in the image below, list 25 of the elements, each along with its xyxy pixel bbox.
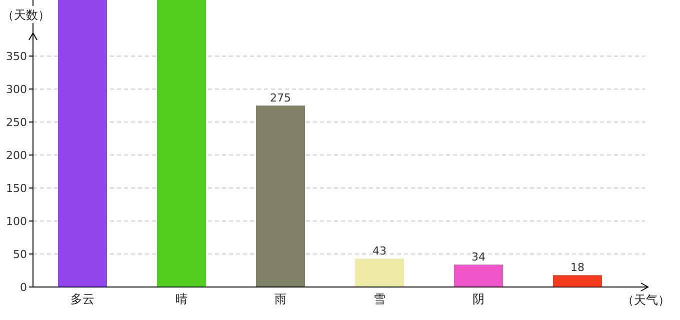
y-tick-label: 300: [6, 82, 27, 96]
x-tick-label: 雨: [274, 292, 286, 306]
bar: [256, 106, 305, 287]
y-tick-label: 100: [6, 214, 27, 228]
data-label: 18: [570, 261, 584, 274]
x-axis-title: （天气）: [622, 293, 670, 307]
x-tick-label: 阴: [472, 292, 484, 306]
data-label: 275: [270, 92, 291, 105]
bar: [552, 275, 602, 287]
y-tick-label: 150: [6, 182, 27, 195]
data-label: 34: [472, 250, 486, 264]
bar: [58, 0, 108, 287]
y-tick-label: 350: [6, 50, 27, 63]
x-tick-label: 雪: [374, 292, 386, 306]
bar: [156, 0, 206, 287]
y-axis-title: （天数）: [2, 8, 50, 22]
x-tick-label: 多云: [70, 292, 94, 306]
bar: [354, 258, 404, 287]
y-tick-label: 0: [20, 280, 27, 294]
y-tick-label: 200: [6, 148, 27, 162]
bar: [454, 264, 503, 287]
y-tick-label: 50: [13, 248, 27, 261]
x-tick-label: 晴: [176, 292, 188, 306]
data-label: 43: [372, 244, 386, 258]
y-tick-label: 250: [6, 116, 27, 129]
